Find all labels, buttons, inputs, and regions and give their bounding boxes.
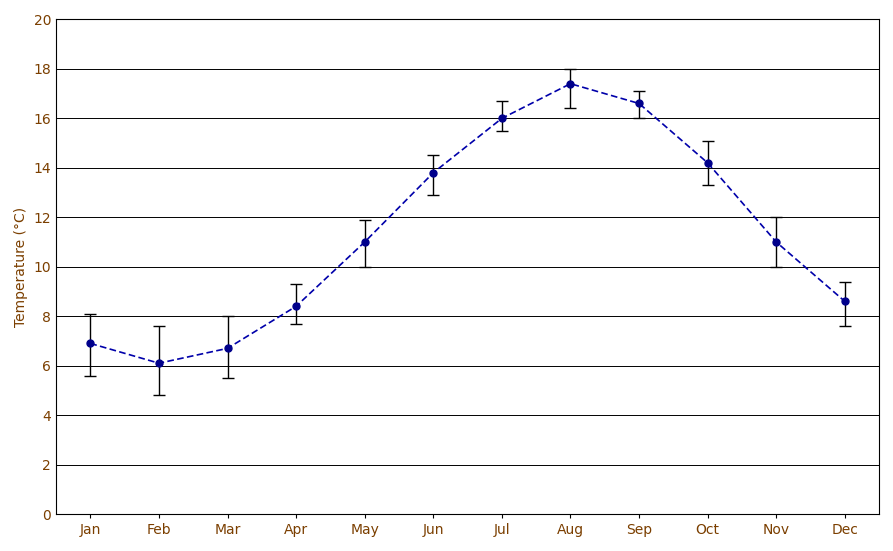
Y-axis label: Temperature (°C): Temperature (°C) (14, 207, 28, 327)
